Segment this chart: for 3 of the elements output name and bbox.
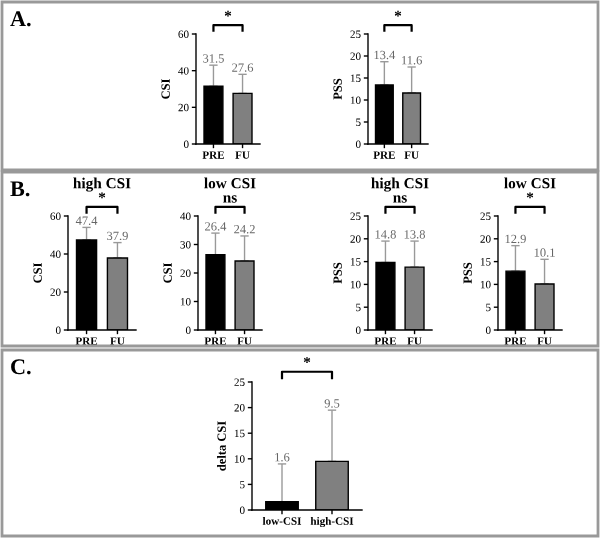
text: C. [11,359,31,375]
text: B. [10,181,30,197]
text: A. [10,11,31,27]
